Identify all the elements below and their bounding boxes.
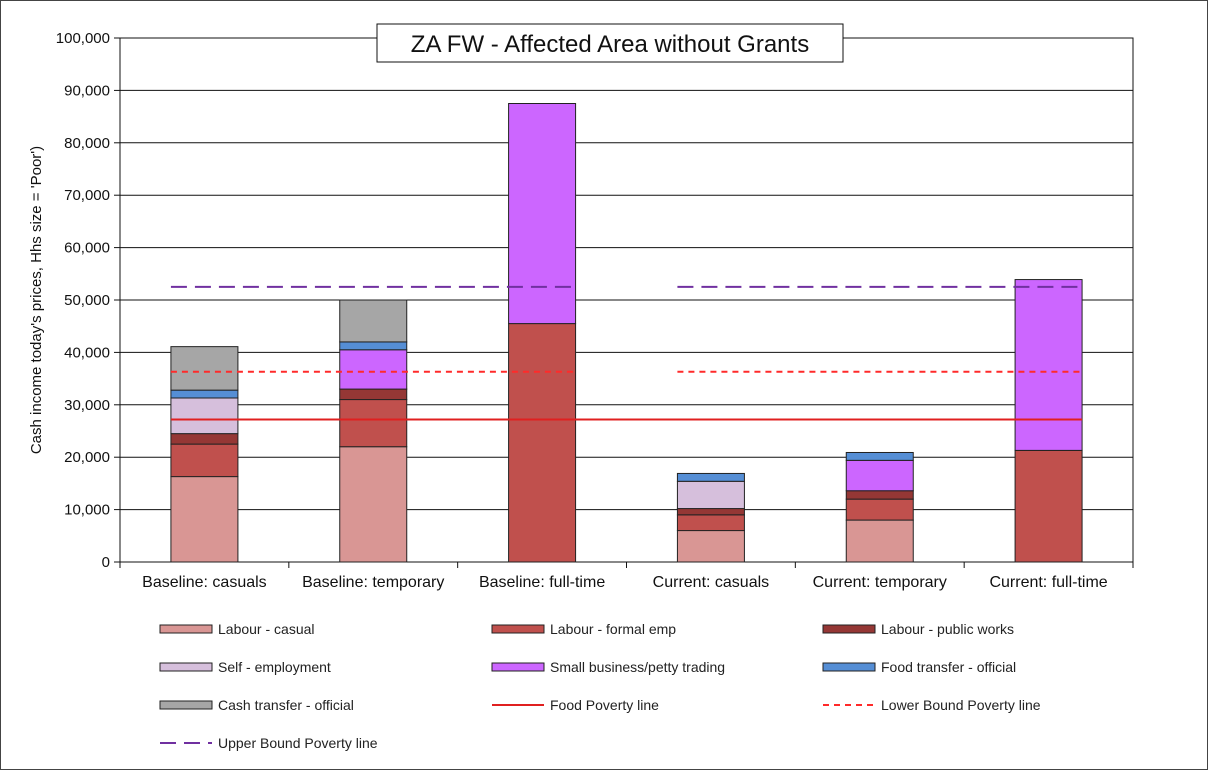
bar-segment — [339, 446, 408, 563]
title-frame — [376, 23, 844, 63]
y-tick-label: 70,000 — [64, 187, 110, 204]
chart-title: ZA FW - Affected Area without Grants — [411, 31, 809, 58]
legend-label: Labour - casual — [218, 621, 315, 637]
bar-segment — [170, 397, 239, 435]
legend-label: Self - employment — [218, 659, 331, 675]
x-tick-label: Baseline: full-time — [479, 574, 605, 591]
bar-segment — [339, 388, 408, 401]
bar-segment — [845, 451, 914, 461]
legend-label: Food transfer - official — [881, 659, 1016, 675]
bar-segment — [845, 519, 914, 563]
bar-segment — [676, 472, 745, 482]
y-axis-label: Cash income today's prices, Hhs size = '… — [28, 146, 45, 454]
x-tick-label: Current: casuals — [653, 574, 770, 591]
y-tick-label: 20,000 — [64, 449, 110, 466]
legend-label: Small business/petty trading — [550, 659, 725, 675]
y-tick-label: 100,000 — [56, 30, 110, 47]
legend-label: Lower Bound Poverty line — [881, 697, 1041, 713]
bar-segment — [676, 508, 745, 516]
bar-segment — [676, 530, 745, 563]
poverty-lines — [170, 285, 1083, 421]
legend-swatch — [159, 700, 213, 710]
y-tick-label: 60,000 — [64, 240, 110, 257]
bar-segment — [339, 341, 408, 351]
y-tick-label: 80,000 — [64, 135, 110, 152]
legend-swatch — [159, 662, 213, 672]
y-tick-label: 50,000 — [64, 292, 110, 309]
bar-segment — [170, 346, 239, 391]
bar-segment — [1014, 279, 1083, 451]
y-tick-label: 0 — [102, 554, 110, 571]
legend-label: Upper Bound Poverty line — [218, 735, 378, 751]
legend-swatch — [822, 624, 876, 634]
bar-segment — [845, 459, 914, 492]
bar-segment — [170, 433, 239, 445]
y-tick-label: 10,000 — [64, 502, 110, 519]
axes: 0 10,000 20,000 30,000 40,000 50,000 60,000 70,… — [56, 30, 1134, 591]
legend-swatch — [159, 624, 213, 634]
x-tick-label: Current: full-time — [989, 574, 1107, 591]
y-tick-label: 90,000 — [64, 82, 110, 99]
y-tick-label: 40,000 — [64, 344, 110, 361]
y-tick-label: 30,000 — [64, 397, 110, 414]
legend-swatch — [491, 662, 545, 672]
legend-label: Cash transfer - official — [218, 697, 354, 713]
bar-segment — [170, 389, 239, 399]
bar-segment — [508, 323, 577, 563]
legend: Labour - casual Labour - formal emp Labour… — [159, 621, 1041, 751]
legend-label: Labour - public works — [881, 621, 1014, 637]
bar-segment — [170, 443, 239, 478]
legend-swatch — [491, 624, 545, 634]
bar-segment — [676, 480, 745, 510]
legend-swatch — [822, 662, 876, 672]
x-tick-label: Current: temporary — [813, 574, 947, 591]
bar-segment — [170, 476, 239, 563]
bar-segment — [339, 399, 408, 448]
bar-segment — [508, 103, 577, 325]
bar-segment — [845, 490, 914, 500]
legend-label: Food Poverty line — [550, 697, 659, 713]
bar-segment — [1014, 449, 1083, 563]
bar-segment — [845, 498, 914, 521]
title-box: ZA FW - Affected Area without Grants — [376, 23, 844, 63]
bar-segment — [339, 349, 408, 390]
legend-label: Labour - formal emp — [550, 621, 676, 637]
x-tick-label: Baseline: casuals — [142, 574, 267, 591]
bar-segment — [339, 299, 408, 343]
x-tick-label: Baseline: temporary — [302, 574, 444, 591]
bar-segment — [676, 514, 745, 532]
